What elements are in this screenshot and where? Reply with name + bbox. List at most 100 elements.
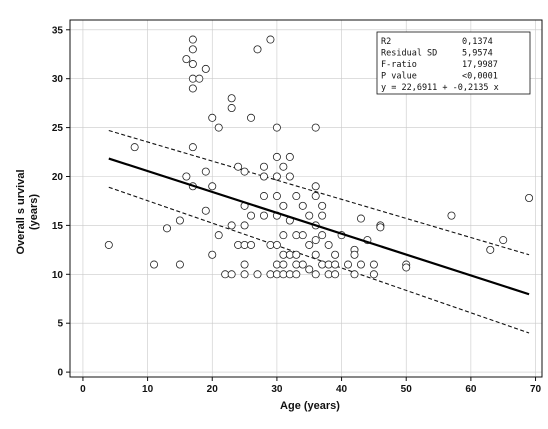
data-point — [350, 250, 359, 259]
data-point — [150, 260, 159, 269]
data-point — [369, 270, 378, 279]
regression-line-group — [108, 157, 530, 296]
data-point — [486, 245, 495, 254]
data-point — [104, 240, 113, 249]
data-point — [292, 192, 301, 201]
stats-label: R2 — [381, 37, 391, 47]
data-point — [376, 223, 385, 232]
data-point — [525, 194, 534, 203]
stats-value: <0,0001 — [462, 72, 498, 82]
data-point — [272, 192, 281, 201]
data-point — [279, 162, 288, 171]
x-tick-label: 50 — [401, 384, 413, 395]
stats-box-frame — [376, 31, 531, 95]
y-tick-label: 35 — [52, 25, 64, 36]
y-axis-title-line-1: Overall s urvival — [15, 170, 27, 255]
data-point — [227, 104, 236, 113]
data-point — [318, 231, 327, 240]
data-points — [104, 35, 534, 279]
data-point — [188, 60, 197, 69]
data-point — [356, 214, 365, 223]
x-tick-label: 40 — [336, 384, 348, 395]
data-point — [240, 270, 249, 279]
data-point — [311, 192, 320, 201]
data-point — [214, 123, 223, 132]
data-point — [188, 45, 197, 54]
data-point — [447, 211, 456, 220]
data-point — [356, 260, 365, 269]
data-point — [292, 250, 301, 259]
data-point — [175, 260, 184, 269]
y-tick-label: 10 — [52, 270, 64, 281]
data-point — [227, 221, 236, 230]
y-tick-label: 20 — [52, 172, 64, 183]
data-point — [201, 167, 210, 176]
x-tick-label: 20 — [207, 384, 219, 395]
stats-box: R2 0,1374 Residual SD 5,9574 F-ratio 17,9987 P… — [376, 31, 531, 95]
x-tick-label: 10 — [142, 384, 154, 395]
data-point — [305, 265, 314, 274]
stats-label: P value — [381, 72, 417, 82]
data-point — [292, 270, 301, 279]
x-tick-label: 60 — [465, 384, 477, 395]
y-tick-label: 30 — [52, 74, 64, 85]
data-point — [402, 263, 411, 272]
stats-value: 17,9987 — [462, 60, 498, 70]
data-point — [259, 211, 268, 220]
y-tick-label: 15 — [52, 221, 64, 232]
data-point — [175, 216, 184, 225]
data-point — [311, 270, 320, 279]
data-point — [298, 231, 307, 240]
data-point — [247, 113, 256, 122]
y-tick-label: 5 — [57, 319, 63, 330]
data-point — [318, 201, 327, 210]
data-point — [259, 192, 268, 201]
data-point — [240, 221, 249, 230]
data-point — [285, 172, 294, 181]
data-point — [279, 260, 288, 269]
data-point — [234, 162, 243, 171]
data-point — [253, 270, 262, 279]
data-point — [279, 201, 288, 210]
data-point — [266, 35, 275, 44]
data-point — [279, 231, 288, 240]
data-point — [214, 231, 223, 240]
data-point — [305, 240, 314, 249]
data-point — [240, 167, 249, 176]
stats-value: 0,1374 — [462, 37, 493, 47]
confidence-band-lower — [108, 186, 530, 334]
data-point — [227, 270, 236, 279]
regression-line — [108, 157, 530, 296]
data-point — [331, 250, 340, 259]
data-point — [240, 260, 249, 269]
data-point — [247, 211, 256, 220]
axes — [66, 19, 543, 381]
data-point — [130, 143, 139, 152]
data-point — [272, 172, 281, 181]
data-point — [318, 211, 327, 220]
data-point — [201, 64, 210, 73]
stats-label: Residual SD — [381, 49, 437, 59]
data-point — [298, 260, 307, 269]
data-point — [298, 201, 307, 210]
data-point — [195, 74, 204, 83]
data-point — [272, 123, 281, 132]
data-point — [247, 240, 256, 249]
x-tick-label: 0 — [80, 384, 86, 395]
stats-equation: y = 22,6911 + -0,2135 x — [381, 83, 499, 93]
data-point — [285, 152, 294, 161]
data-point — [208, 182, 217, 191]
data-point — [272, 240, 281, 249]
data-point — [499, 236, 508, 245]
plot-frame — [69, 19, 543, 378]
confidence-band-upper — [108, 129, 530, 256]
data-point — [182, 55, 191, 64]
data-point — [259, 172, 268, 181]
data-point — [344, 260, 353, 269]
y-tick-label: 0 — [57, 368, 63, 379]
data-point — [188, 143, 197, 152]
data-point — [182, 172, 191, 181]
data-point — [311, 250, 320, 259]
data-point — [305, 211, 314, 220]
